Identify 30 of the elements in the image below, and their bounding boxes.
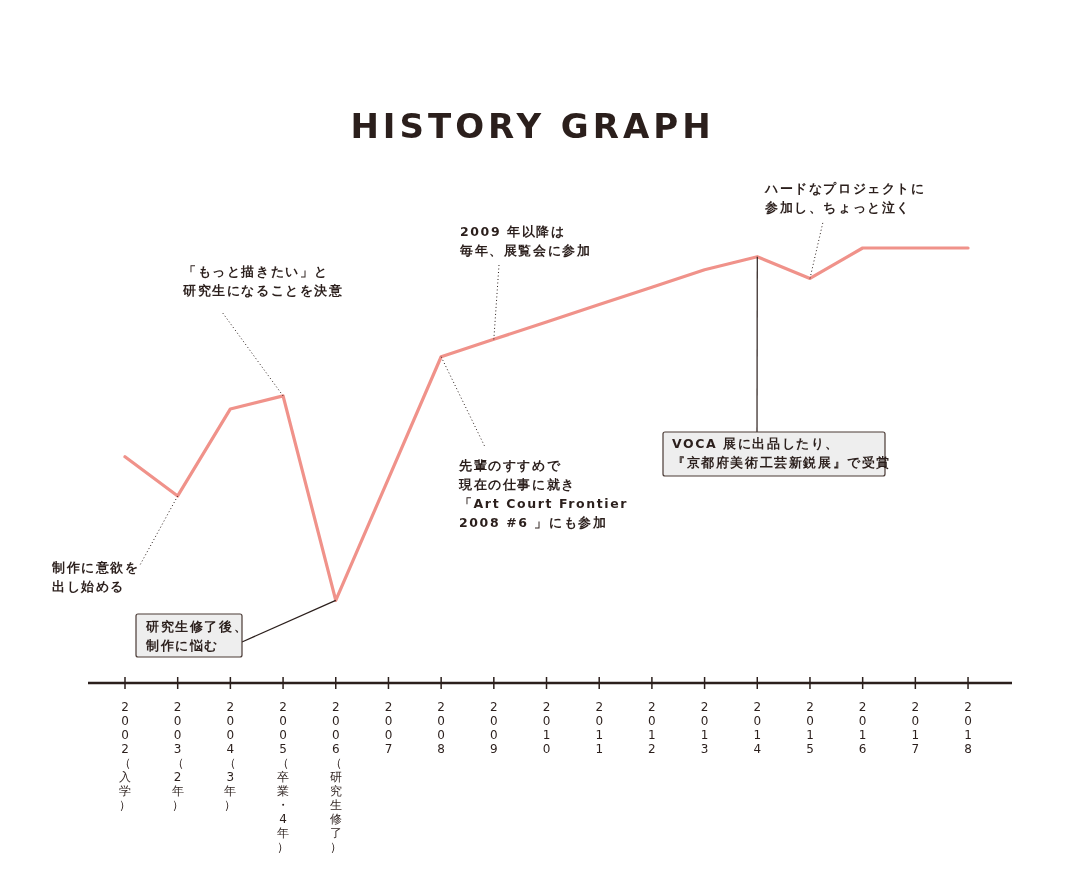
- x-tick-label: 2003（2年）: [171, 700, 184, 812]
- x-tick-label: 2015: [806, 700, 814, 756]
- category-label: 2005（卒業・4年）: [277, 700, 290, 854]
- annotation: 2009 年以降は毎年、展覧会に参加: [459, 224, 592, 258]
- annotation: 先輩のすすめで現在の仕事に就き「Art Court Frontier 2008 #6 」にも参加: [458, 458, 629, 530]
- annotation: 2009 年以降は毎年、展覧会に参加: [460, 224, 592, 340]
- x-tick-label: 2012: [648, 700, 656, 756]
- chart-title: HISTORY GRAPH: [350, 106, 715, 146]
- x-tick-label: 2017: [911, 700, 920, 756]
- annotation: VOCA 展に出品したり、『京都府美術工芸新鋭展』で受賞: [672, 436, 891, 470]
- x-tick-label: 2016: [858, 700, 867, 756]
- annotation: 先輩のすすめで現在の仕事に就き「Art Court Frontier 2008 #6 」にも参加: [440, 356, 628, 530]
- annotation: ハードなプロジェクトに参加し、ちょっと泣く: [764, 181, 926, 215]
- annotation: 研究生修了後、制作に悩む: [145, 619, 249, 653]
- annotation: 研究生修了後、制作に悩む: [135, 599, 337, 658]
- annotation: 制作に意欲を出し始める: [52, 495, 179, 594]
- annotation: 「もっと描きたい」と研究生になることを決意: [183, 264, 344, 397]
- x-tick-label: 2018: [964, 700, 972, 756]
- annotation: 「もっと描きたい」と研究生になることを決意: [182, 264, 344, 298]
- x-tick-label: 2008: [437, 700, 445, 756]
- annotation: 制作に意欲を出し始める: [51, 560, 140, 594]
- category-label: 2006（研究生修了）: [329, 700, 342, 854]
- x-tick-label: 2010: [542, 700, 551, 756]
- x-tick-label: 2013: [700, 700, 709, 756]
- x-tick-label: 2002（入学）: [119, 700, 131, 812]
- x-tick-label: 2014: [753, 700, 762, 756]
- x-tick-label: 2011: [595, 700, 604, 756]
- x-tick-label: 2009: [490, 700, 498, 756]
- x-tick-label: 2004（3年）: [224, 700, 237, 812]
- x-tick-label: 2007: [384, 700, 393, 756]
